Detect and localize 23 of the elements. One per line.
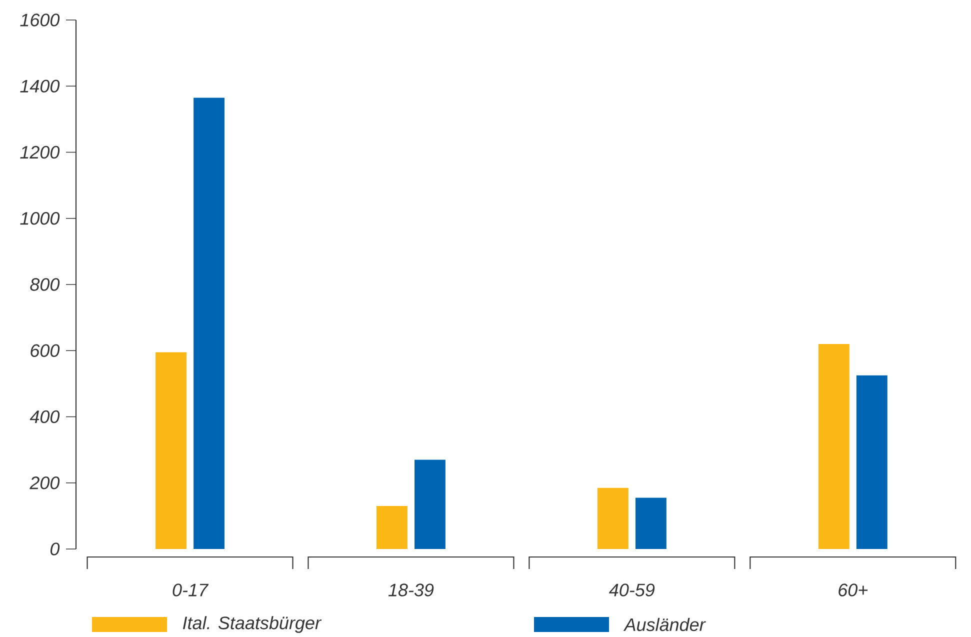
y-tick-label: 1600 xyxy=(20,14,60,26)
x-tick-label: 0-17 xyxy=(172,584,209,596)
y-tick-label: 1000 xyxy=(20,212,60,225)
y-tick-label: 400 xyxy=(30,410,60,424)
bar xyxy=(856,375,888,549)
x-tick-label: 18-39 xyxy=(388,584,434,596)
bar xyxy=(818,344,850,549)
bar xyxy=(635,498,666,549)
x-tick-label: 60+ xyxy=(838,584,868,596)
bar xyxy=(194,98,224,549)
bar xyxy=(597,488,628,549)
legend-label: Ausländer xyxy=(623,618,706,632)
bar xyxy=(156,352,186,549)
bar xyxy=(376,506,408,549)
x-tick-label: 40-59 xyxy=(609,584,655,596)
y-tick-label: 800 xyxy=(30,278,60,291)
bar xyxy=(414,460,446,549)
legend-label: Ital. Staatsbürger xyxy=(182,616,322,633)
y-tick-label: 200 xyxy=(30,476,60,490)
y-tick-label: 1200 xyxy=(20,146,60,159)
y-tick-label: 600 xyxy=(30,344,60,357)
y-tick-label: 0 xyxy=(50,542,60,556)
y-tick-label: 1400 xyxy=(20,80,60,92)
